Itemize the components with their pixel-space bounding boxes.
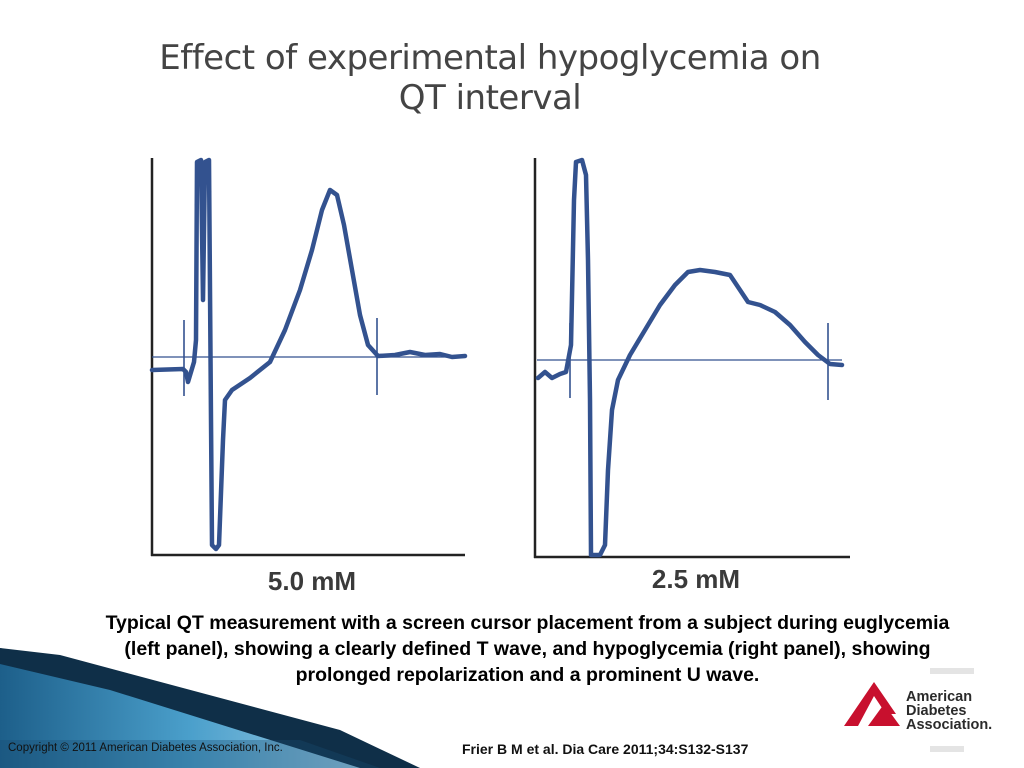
logo-seal-bottom — [930, 746, 964, 752]
ada-logo-line-3: Association. — [906, 717, 993, 733]
title-line-1: Effect of experimental hypoglycemia on — [159, 38, 821, 78]
right-ecg-trace — [535, 157, 845, 558]
ada-logo-text: American Diabetes Association. — [906, 689, 993, 733]
ada-logo — [844, 668, 974, 752]
right-panel-label: 2.5 mM — [651, 564, 741, 594]
ada-logo-line-2: Diabetes — [906, 703, 967, 719]
logo-triangle-mark — [844, 682, 896, 726]
left-ecg-trace — [149, 157, 468, 552]
ecg-panel-left — [149, 157, 468, 557]
caption-line-3: prolonged repolarization and a prominent… — [295, 664, 760, 686]
band-dark-stripe — [0, 648, 420, 768]
figure-caption: Typical QT measurement with a screen cur… — [40, 610, 1015, 688]
caption-line-1: Typical QT measurement with a screen cur… — [105, 612, 950, 634]
title-line-2: QT interval — [398, 78, 582, 118]
logo-triangle-inner — [868, 704, 900, 726]
citation: Frier B M et al. Dia Care 2011;34:S132-S… — [462, 741, 749, 757]
caption-line-2: (left panel), showing a clearly defined … — [124, 638, 931, 660]
ecg-panel-right — [533, 157, 850, 559]
page-title: Effect of experimental hypoglycemia on Q… — [150, 38, 830, 118]
band-shadow — [0, 740, 380, 768]
copyright-notice: Copyright © 2011 American Diabetes Assoc… — [8, 742, 283, 754]
logo-seal-top — [930, 668, 974, 674]
ada-logo-line-1: American — [906, 689, 973, 705]
left-panel-label: 5.0 mM — [267, 566, 357, 596]
